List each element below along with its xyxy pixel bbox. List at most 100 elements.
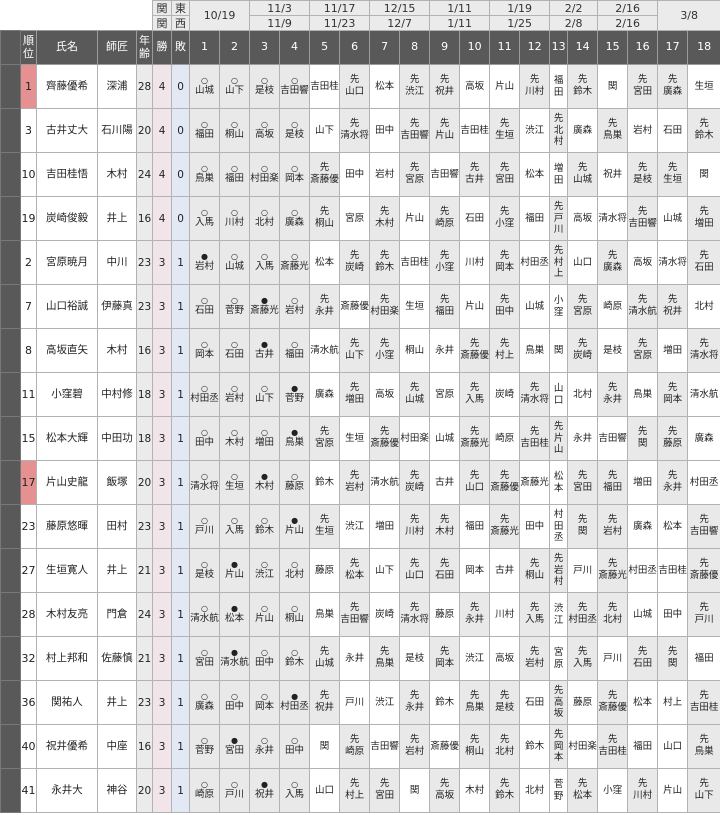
win-mark: ○ <box>231 120 239 130</box>
opponent-name: 祝井 <box>315 702 335 714</box>
game-cell: 廣森 <box>567 108 599 153</box>
game-cell: 川村 <box>489 592 521 637</box>
opponent-name: 藤原 <box>435 608 455 620</box>
losses-cell: 1 <box>171 636 191 681</box>
opponent-name: 岡本 <box>195 349 215 361</box>
game-cell: 鳥巣 <box>627 372 659 417</box>
opponent-name: 山下 <box>375 564 395 576</box>
sente-mark: 先 <box>349 338 360 350</box>
win-mark: ○ <box>231 472 239 482</box>
win-mark: ○ <box>231 340 239 350</box>
win-mark: ○ <box>261 208 269 218</box>
win-mark: ○ <box>201 516 209 526</box>
sente-mark: 先 <box>607 118 618 130</box>
opponent-name: 鈴木 <box>573 86 593 98</box>
sente-mark: 先 <box>319 646 330 658</box>
game-cell: ○ 田中 <box>249 636 281 681</box>
player-row: 10 吉田桂悟 木村 24 4 0 ○ 鳥巣 ○ 福田 ○ 村田楽 ○ 岡本先斎藤優 田中 岩村先宮原 吉田響先… <box>0 152 720 197</box>
opponent-name: 桐山 <box>465 746 485 758</box>
opponent-name: 廣森 <box>195 701 215 713</box>
sente-mark: 先 <box>529 74 540 86</box>
age-cell: 18 <box>135 416 154 461</box>
opponent-name: 鈴木 <box>375 262 395 274</box>
opponent-name: 岩村 <box>553 564 564 587</box>
game-cell: 先宮田 <box>567 460 599 505</box>
sente-mark: 先 <box>553 200 564 212</box>
game-cell: 北村 <box>519 768 551 813</box>
sente-mark: 先 <box>409 382 420 394</box>
win-mark: ○ <box>261 76 269 86</box>
rank-cell: 32 <box>20 636 37 681</box>
sente-mark: 先 <box>577 470 588 482</box>
win-mark: ○ <box>231 164 239 174</box>
sente-mark: 先 <box>379 778 390 790</box>
opponent-name: 片山 <box>435 130 455 142</box>
rank-cell: 1 <box>20 64 37 109</box>
win-mark: ○ <box>231 428 239 438</box>
opponent-name: 山城 <box>633 608 653 620</box>
opponent-name: 藤原 <box>663 438 683 450</box>
opponent-name: 山下 <box>315 124 335 136</box>
master-cell: 佐藤慎 <box>97 636 137 681</box>
age-cell: 20 <box>135 108 154 153</box>
game-cell: ○ 北村 <box>249 196 281 241</box>
game-cell: ○ 是枝 <box>189 548 221 593</box>
opponent-name: 炭崎 <box>375 608 395 620</box>
wins-cell: 4 <box>152 152 173 197</box>
sente-mark: 先 <box>637 162 648 174</box>
game-cell: 関 <box>309 724 341 769</box>
win-mark: ○ <box>291 120 299 130</box>
opponent-name: 斎藤優 <box>430 740 459 752</box>
opponent-name: 北村 <box>694 300 714 312</box>
game-cell: 先鳥巣 <box>687 724 720 769</box>
sente-mark: 先 <box>439 514 450 526</box>
game-cell: 山城 <box>657 196 689 241</box>
game-cell: 吉田響 <box>429 152 461 197</box>
rank-cell: 27 <box>20 548 37 593</box>
game-cell: ● 鳥巣 <box>279 416 311 461</box>
game-col-header: 1 <box>189 30 221 65</box>
opponent-name: 高坂 <box>255 129 275 141</box>
game-cell: 先岡本 <box>429 636 461 681</box>
game-cell: 先鳥巣 <box>459 680 491 725</box>
opponent-name: 山下 <box>345 350 365 362</box>
rank-cell: 15 <box>20 416 37 461</box>
game-cell: 田中 <box>657 592 689 637</box>
sente-mark: 先 <box>349 118 360 130</box>
game-cell: 村田丞 <box>549 504 569 549</box>
game-cell: 清水航 <box>309 328 341 373</box>
opponent-name: 山口 <box>465 482 485 494</box>
opponent-name: 鈴木 <box>495 790 515 802</box>
game-cell: ○ 入馬 <box>189 196 221 241</box>
game-cell: ○ 木村 <box>219 416 251 461</box>
game-cell: 先田中 <box>489 284 521 329</box>
opponent-name: 戸川 <box>573 564 593 576</box>
win-mark: ○ <box>201 472 209 482</box>
master-cell: 木村 <box>97 328 137 373</box>
game-cell: 先木村 <box>429 504 461 549</box>
sente-mark: 先 <box>349 250 360 262</box>
master-cell: 石川陽 <box>97 108 137 153</box>
region-label-kan-east: 関 <box>152 0 173 16</box>
opponent-name: 入馬 <box>525 614 545 626</box>
opponent-name: 是枝 <box>633 174 653 186</box>
opponent-name: 戸川 <box>603 652 623 664</box>
player-row: 7 山口裕誠 伊藤真 23 3 1 ○ 石田 ○ 菅野 ● 斎藤光 ○ 岩村先永井 斎藤優先村田楽 生垣先福田… <box>0 284 720 329</box>
game-cell: 先生垣 <box>309 504 341 549</box>
game-cell: ● 松本 <box>219 592 251 637</box>
game-cell: 木村 <box>459 768 491 813</box>
game-cell: 桐山 <box>399 328 431 373</box>
rank-cell: 3 <box>20 108 37 153</box>
opponent-name: 福田 <box>435 306 455 318</box>
sente-mark: 先 <box>499 690 510 702</box>
game-cell: ● 宮田 <box>219 724 251 769</box>
game-cell: 先戸川 <box>687 592 720 637</box>
game-cell: 生垣 <box>687 64 720 109</box>
opponent-name: 岡本 <box>285 173 305 185</box>
opponent-name: 関 <box>409 784 420 796</box>
game-cell: ○ 戸川 <box>189 504 221 549</box>
game-cell: ○ 山城 <box>219 240 251 285</box>
loss-mark: ● <box>261 340 269 350</box>
game-cell: ○ 斎藤光 <box>279 240 311 285</box>
sente-mark: 先 <box>319 294 330 306</box>
